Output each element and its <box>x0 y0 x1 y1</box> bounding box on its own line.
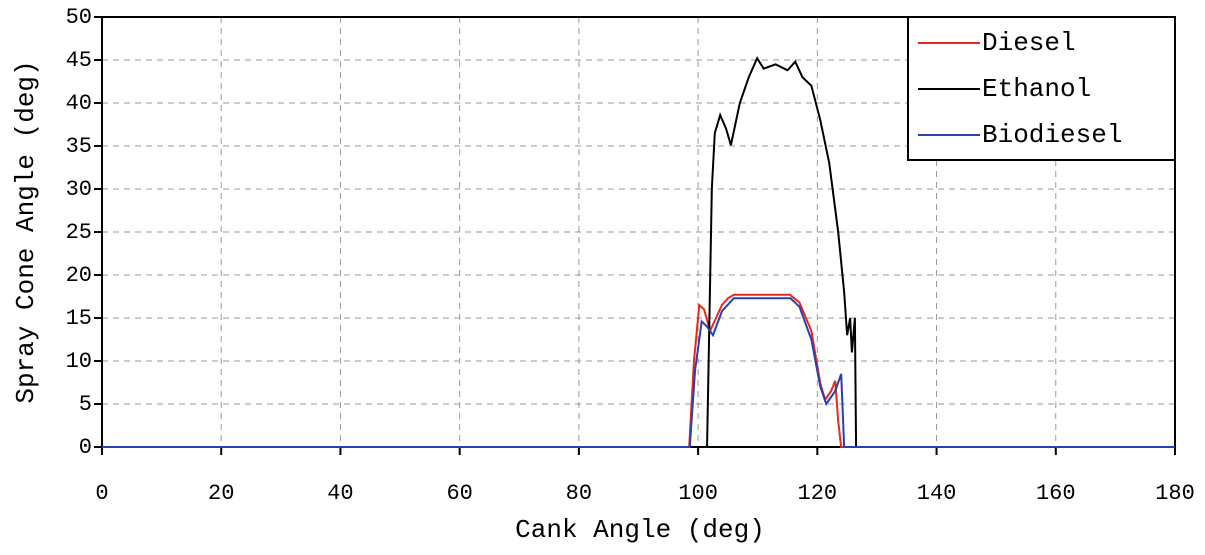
y-tick-label: 50 <box>66 5 92 30</box>
y-tick-label: 35 <box>66 134 92 159</box>
x-tick-label: 0 <box>95 481 108 506</box>
y-axis-label: Spray Cone Angle (deg) <box>11 60 41 403</box>
series-line <box>102 293 1175 448</box>
y-tick-label: 0 <box>79 435 92 460</box>
series-line <box>102 56 1175 448</box>
y-tick-label: 10 <box>66 349 92 374</box>
y-tick-label: 30 <box>66 177 92 202</box>
x-axis-label: Cank Angle (deg) <box>515 515 765 545</box>
legend-label: Biodiesel <box>982 120 1122 150</box>
x-tick-label: 120 <box>798 481 838 506</box>
y-tick-label: 20 <box>66 263 92 288</box>
x-tick-label: 180 <box>1155 481 1195 506</box>
x-tick-label: 140 <box>917 481 957 506</box>
legend-label: Ethanol <box>982 74 1091 104</box>
x-tick-label: 20 <box>208 481 234 506</box>
x-tick-label: 80 <box>566 481 592 506</box>
x-tick-label: 160 <box>1036 481 1076 506</box>
x-tick-label: 40 <box>327 481 353 506</box>
y-tick-label: 40 <box>66 91 92 116</box>
y-tick-label: 45 <box>66 48 92 73</box>
y-tick-label: 15 <box>66 306 92 331</box>
x-tick-label: 60 <box>446 481 472 506</box>
series-line <box>102 297 1175 448</box>
y-tick-label: 5 <box>79 392 92 417</box>
legend-label: Diesel <box>982 28 1076 58</box>
y-tick-label: 25 <box>66 220 92 245</box>
x-tick-label: 100 <box>678 481 718 506</box>
